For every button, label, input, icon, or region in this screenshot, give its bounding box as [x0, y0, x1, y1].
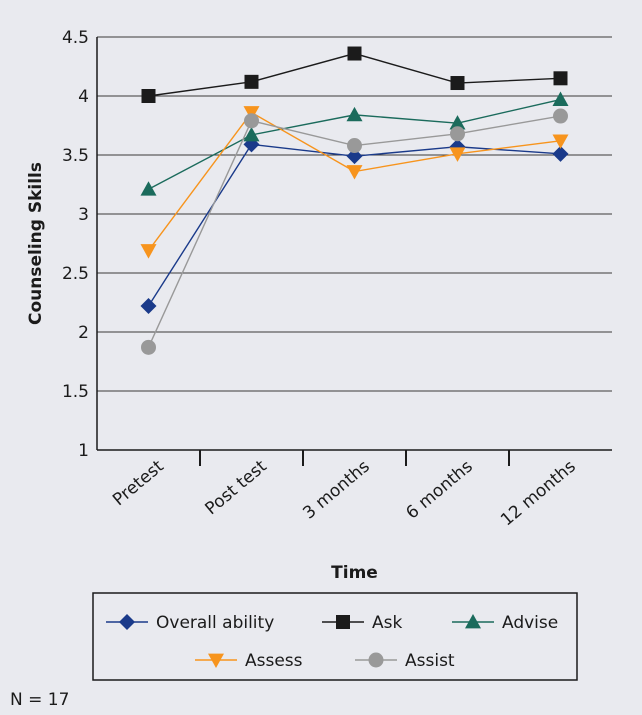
- legend-marker-assist: [368, 652, 384, 668]
- legend-marker-overall-ability: [119, 614, 135, 630]
- legend-marker-advise: [465, 614, 481, 629]
- series-line-assess: [147, 111, 561, 251]
- data-point-assist: [244, 113, 259, 129]
- data-point-advise: [140, 181, 157, 196]
- legend-box: [92, 592, 578, 681]
- y-axis-title: Counseling Skills: [26, 162, 46, 325]
- y-tick-label: 3.5: [62, 146, 89, 166]
- data-point-assist: [347, 138, 362, 154]
- x-tick-label: Pretest: [109, 456, 168, 510]
- data-point-ask: [244, 74, 259, 89]
- x-tick-label: 12 months: [497, 456, 580, 530]
- data-point-ask: [347, 46, 362, 61]
- y-tick-label: 2.5: [62, 264, 89, 284]
- data-point-overall-ability: [140, 298, 157, 315]
- data-point-assist: [553, 108, 568, 124]
- data-point-overall-ability: [346, 148, 363, 165]
- data-point-advise: [449, 115, 466, 130]
- data-point-ask: [141, 89, 156, 103]
- y-tick-label: 4: [78, 87, 89, 107]
- data-point-assess: [140, 244, 157, 259]
- legend-label-advise: Advise: [502, 613, 558, 633]
- x-tick-label: Post test: [201, 456, 271, 519]
- x-tick-label: 6 months: [402, 456, 476, 523]
- y-tick-label: 2: [78, 323, 89, 343]
- legend-marker-ask: [336, 615, 350, 629]
- data-point-assist: [141, 339, 156, 355]
- legend-marker-assess: [208, 653, 224, 668]
- data-point-assess: [346, 165, 363, 180]
- data-point-ask: [450, 76, 465, 91]
- y-tick-label: 1: [78, 441, 89, 461]
- data-point-advise: [243, 126, 260, 142]
- y-tick-label: 1.5: [62, 382, 89, 402]
- legend-label-overall-ability: Overall ability: [156, 613, 274, 633]
- legend-label-ask: Ask: [372, 613, 402, 633]
- data-point-ask: [553, 71, 568, 86]
- x-axis-title: Time: [331, 563, 378, 583]
- y-tick-label: 4.5: [62, 28, 89, 48]
- x-tick-label: 3 months: [299, 456, 373, 523]
- data-point-advise: [346, 106, 363, 122]
- sample-size-note: N = 17: [10, 690, 70, 710]
- data-point-advise: [552, 91, 569, 106]
- data-point-overall-ability: [552, 145, 569, 162]
- line-chart: 1 1.5 2 2.5 3 3.5 4 4.5 Pretest Post test 3 months…: [26, 28, 612, 681]
- data-point-assess: [552, 134, 569, 149]
- y-tick-label: 3: [78, 205, 89, 225]
- legend-label-assess: Assess: [245, 651, 303, 671]
- data-point-assess: [449, 147, 466, 162]
- data-point-assist: [450, 126, 465, 142]
- legend-label-assist: Assist: [405, 651, 455, 671]
